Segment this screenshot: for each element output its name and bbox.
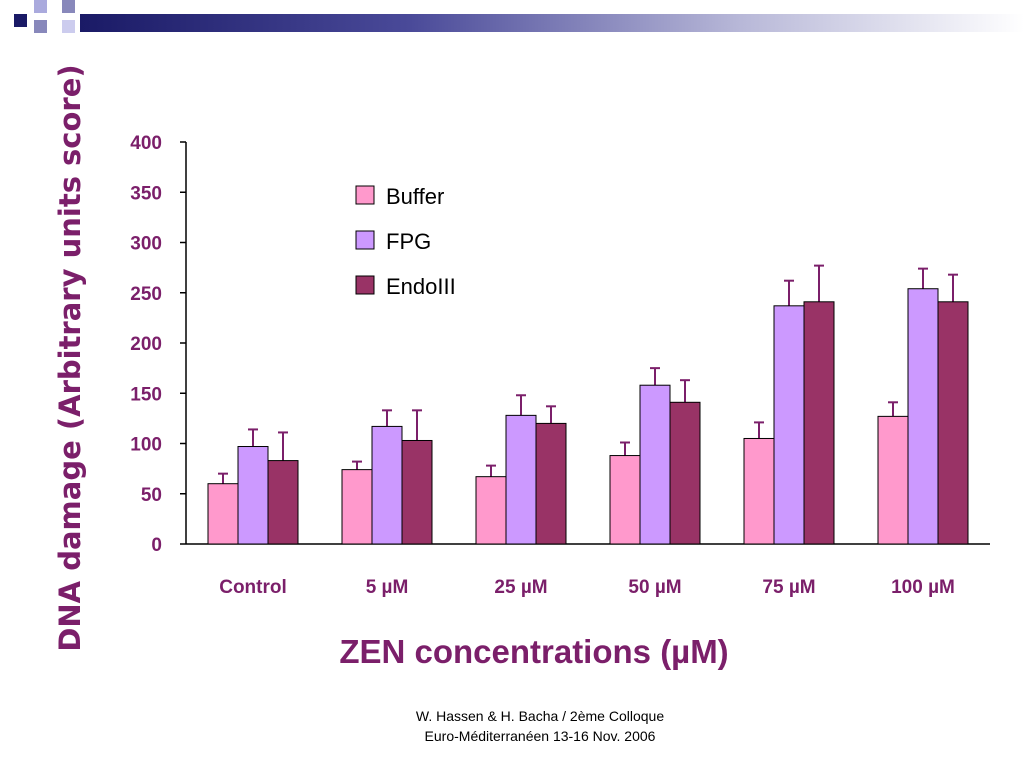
bar-fpg bbox=[907, 288, 939, 545]
legend-swatch-fpg bbox=[355, 230, 375, 250]
y-tick-label: 200 bbox=[130, 334, 162, 355]
x-tick-label: 25 µM bbox=[494, 577, 547, 598]
header-square bbox=[34, 20, 47, 33]
x-tick-label: 100 µM bbox=[891, 577, 955, 598]
header-square bbox=[62, 20, 75, 33]
header-square bbox=[62, 0, 75, 13]
y-axis-label: DNA damage (Arbitrary units score) bbox=[53, 64, 87, 651]
bar-fpg bbox=[773, 305, 805, 545]
legend-label-fpg: FPG bbox=[386, 229, 431, 254]
bar-endoiii bbox=[267, 460, 299, 545]
y-tick-label: 350 bbox=[130, 183, 162, 204]
axes: 0 50 100 150 200 250 300 350 400 Control 5 µM 25 µM… bbox=[130, 133, 990, 598]
bar-fpg bbox=[237, 446, 269, 545]
legend-swatch-endoiii bbox=[355, 275, 375, 295]
y-tick-label: 0 bbox=[151, 535, 162, 556]
x-axis-label: ZEN concentrations (µM) bbox=[339, 633, 728, 670]
y-tick-label: 300 bbox=[130, 234, 162, 255]
y-tick-label: 250 bbox=[130, 284, 162, 305]
legend-label-buffer: Buffer bbox=[386, 184, 444, 209]
legend-label-endoiii: EndoIII bbox=[386, 274, 456, 299]
bar-endoiii bbox=[803, 301, 835, 545]
bar-buffer bbox=[341, 469, 373, 545]
x-tick-label: Control bbox=[219, 577, 287, 598]
header-square bbox=[34, 0, 47, 13]
footer-line-2: Euro-Méditerranéen 13-16 Nov. 2006 bbox=[424, 728, 656, 744]
y-tick-label: 100 bbox=[130, 435, 162, 456]
chart: DNA damage (Arbitrary units score) ZEN c… bbox=[53, 64, 990, 670]
y-tick-label: 50 bbox=[141, 485, 162, 506]
x-tick-label: 5 µM bbox=[366, 577, 409, 598]
bar-fpg bbox=[371, 425, 403, 545]
legend: Buffer FPG EndoIII bbox=[355, 184, 456, 299]
bars bbox=[207, 264, 969, 545]
footer: W. Hassen & H. Bacha / 2ème Colloque Eur… bbox=[300, 706, 780, 746]
bar-endoiii bbox=[669, 401, 701, 545]
bar-endoiii bbox=[535, 422, 567, 545]
bar-endoiii bbox=[401, 439, 433, 545]
bar-buffer bbox=[877, 415, 909, 545]
legend-swatch-buffer bbox=[355, 185, 375, 205]
header-decoration bbox=[0, 0, 80, 40]
footer-line-1: W. Hassen & H. Bacha / 2ème Colloque bbox=[415, 708, 665, 724]
header-bar bbox=[80, 14, 1024, 32]
bar-fpg bbox=[639, 384, 671, 545]
bar-endoiii bbox=[937, 301, 969, 545]
x-tick-label: 50 µM bbox=[628, 577, 681, 598]
header-square bbox=[14, 14, 27, 27]
bar-buffer bbox=[609, 455, 641, 545]
x-tick-label: 75 µM bbox=[762, 577, 815, 598]
bar-buffer bbox=[207, 483, 239, 545]
y-tick-label: 400 bbox=[130, 133, 162, 154]
y-tick-label: 150 bbox=[130, 384, 162, 405]
bar-buffer bbox=[743, 437, 775, 545]
bar-fpg bbox=[505, 414, 537, 545]
bar-buffer bbox=[475, 476, 507, 545]
